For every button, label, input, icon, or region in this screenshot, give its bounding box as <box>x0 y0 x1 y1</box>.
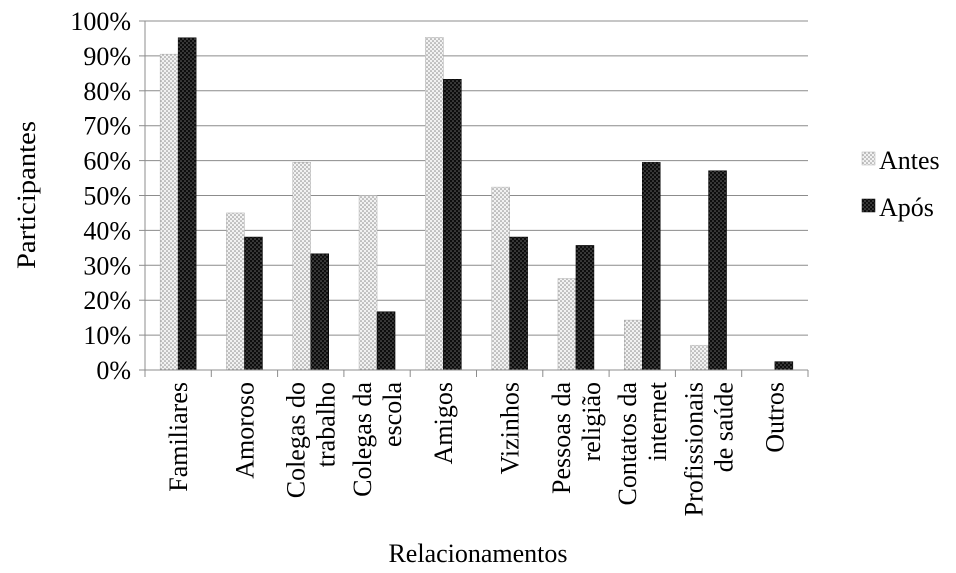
legend-label: Antes <box>879 146 940 175</box>
axes <box>144 21 809 377</box>
x-tick-label: Colegas da <box>348 382 377 497</box>
bar-ap-s-5 <box>509 236 528 371</box>
y-tick-label: 80% <box>83 77 131 106</box>
y-tick-label: 50% <box>83 182 131 211</box>
bar-ap-s-8 <box>708 170 727 371</box>
x-tick-label: Outros <box>761 382 790 453</box>
bar-antes-2 <box>292 162 311 371</box>
y-tick-label: 10% <box>83 321 131 350</box>
bar-ap-s-6 <box>575 245 595 371</box>
x-tick-labels: Familiares Amoroso Colegas do trabalho Coleg… <box>164 381 790 516</box>
bar-antes-7 <box>624 319 643 371</box>
x-tick-label: religião <box>577 382 606 461</box>
legend: Antes Após <box>861 146 940 222</box>
x-tick-label: Profissionais <box>679 382 708 516</box>
bar-ap-s-0 <box>177 37 197 371</box>
legend-label: Após <box>879 193 934 222</box>
y-tick-label: 70% <box>83 112 131 141</box>
legend-swatch-antes <box>861 151 876 166</box>
bar-antes-0 <box>159 53 179 371</box>
bar-ap-s-2 <box>310 253 329 371</box>
bar-ap-s-9 <box>774 361 794 371</box>
x-tick-label: Pessoas da <box>547 382 576 494</box>
y-tick-label: 100% <box>70 7 131 36</box>
y-axis-label: Participantes <box>12 121 41 269</box>
y-tick-label: 30% <box>83 251 131 280</box>
x-tick-label: de saúde <box>709 382 738 472</box>
y-tick-label: 20% <box>83 286 131 315</box>
x-axis-label: Relacionamentos <box>388 539 567 568</box>
bar-antes-8 <box>690 344 709 371</box>
bar-ap-s-3 <box>376 311 396 371</box>
x-tick-label: Familiares <box>164 382 193 492</box>
legend-swatch-ap-s <box>861 198 876 213</box>
bar-ap-s-7 <box>642 162 661 371</box>
bars <box>159 37 794 371</box>
bar-antes-5 <box>491 186 510 371</box>
bar-antes-4 <box>425 37 444 371</box>
y-tick-label: 90% <box>83 42 131 71</box>
x-tick-label: Colegas do <box>282 382 311 498</box>
bar-antes-6 <box>557 278 577 371</box>
x-tick-label: escola <box>378 382 407 447</box>
y-tick-labels: 0% 10% 20% 30% 40% 50% 60% 70% 80% 90% 100% <box>70 7 131 385</box>
x-tick-label: Amigos <box>429 382 458 464</box>
bar-ap-s-4 <box>443 79 462 371</box>
x-tick-label: Contatos da <box>613 382 642 506</box>
bar-antes-3 <box>358 195 378 371</box>
y-tick-label: 40% <box>83 216 131 245</box>
y-tick-label: 60% <box>83 147 131 176</box>
x-tick-label: trabalho <box>312 382 341 467</box>
y-tick-label: 0% <box>96 356 131 385</box>
x-tick-label: Amoroso <box>230 382 259 479</box>
x-tick-label: internet <box>643 381 672 461</box>
bar-antes-1 <box>226 212 245 371</box>
x-tick-label: Vizinhos <box>495 382 524 474</box>
bar-ap-s-1 <box>244 236 263 371</box>
